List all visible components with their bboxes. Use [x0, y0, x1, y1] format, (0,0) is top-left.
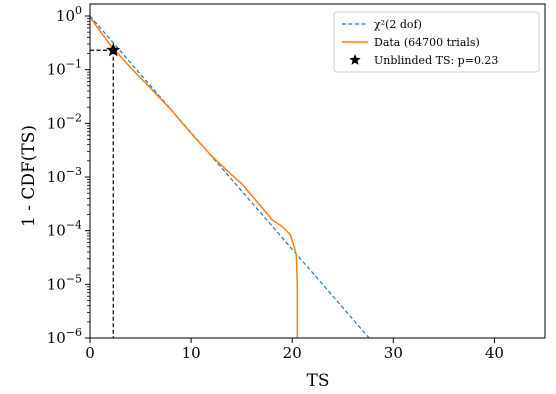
y-tick-label: 10−2 [47, 111, 82, 132]
legend-label-chi2: χ²(2 dof) [374, 18, 422, 31]
y-tick-label: 10−1 [47, 58, 82, 79]
axes-border [89, 3, 546, 339]
series-line-chi2 [90, 15, 370, 338]
x-tick-label: 20 [283, 344, 302, 362]
y-tick-label: 10−3 [47, 165, 82, 186]
series-line-data [90, 16, 299, 338]
x-tick-label: 0 [85, 344, 95, 362]
legend: χ²(2 dof) Data (64700 trials) Unblinded TS… [333, 11, 540, 73]
y-tick-label: 10−4 [47, 219, 82, 240]
y-tick-label: 100 [56, 4, 82, 25]
legend-label-data: Data (64700 trials) [374, 36, 480, 49]
unblinded-ts-star-marker [106, 42, 121, 57]
y-axis-title: 1 - CDF(TS) [19, 125, 39, 227]
legend-box [333, 11, 540, 73]
legend-label-unblinded: Unblinded TS: p=0.23 [374, 54, 498, 67]
ticks-layer: 0 10 20 30 40 10−6 10−5 10−4 10−3 10−2 10−1 100 [47, 4, 504, 362]
y-tick-label: 10−6 [47, 326, 82, 347]
legend-swatch-star [349, 54, 361, 65]
axes-frame [89, 3, 546, 339]
clipped-series-group [90, 15, 370, 338]
x-tick-label: 30 [384, 344, 403, 362]
x-axis-title: TS [307, 371, 330, 391]
x-tick-label: 40 [485, 344, 504, 362]
x-tick-label: 10 [182, 344, 201, 362]
lines-layer [90, 15, 370, 338]
y-tick-label: 10−5 [47, 272, 82, 293]
